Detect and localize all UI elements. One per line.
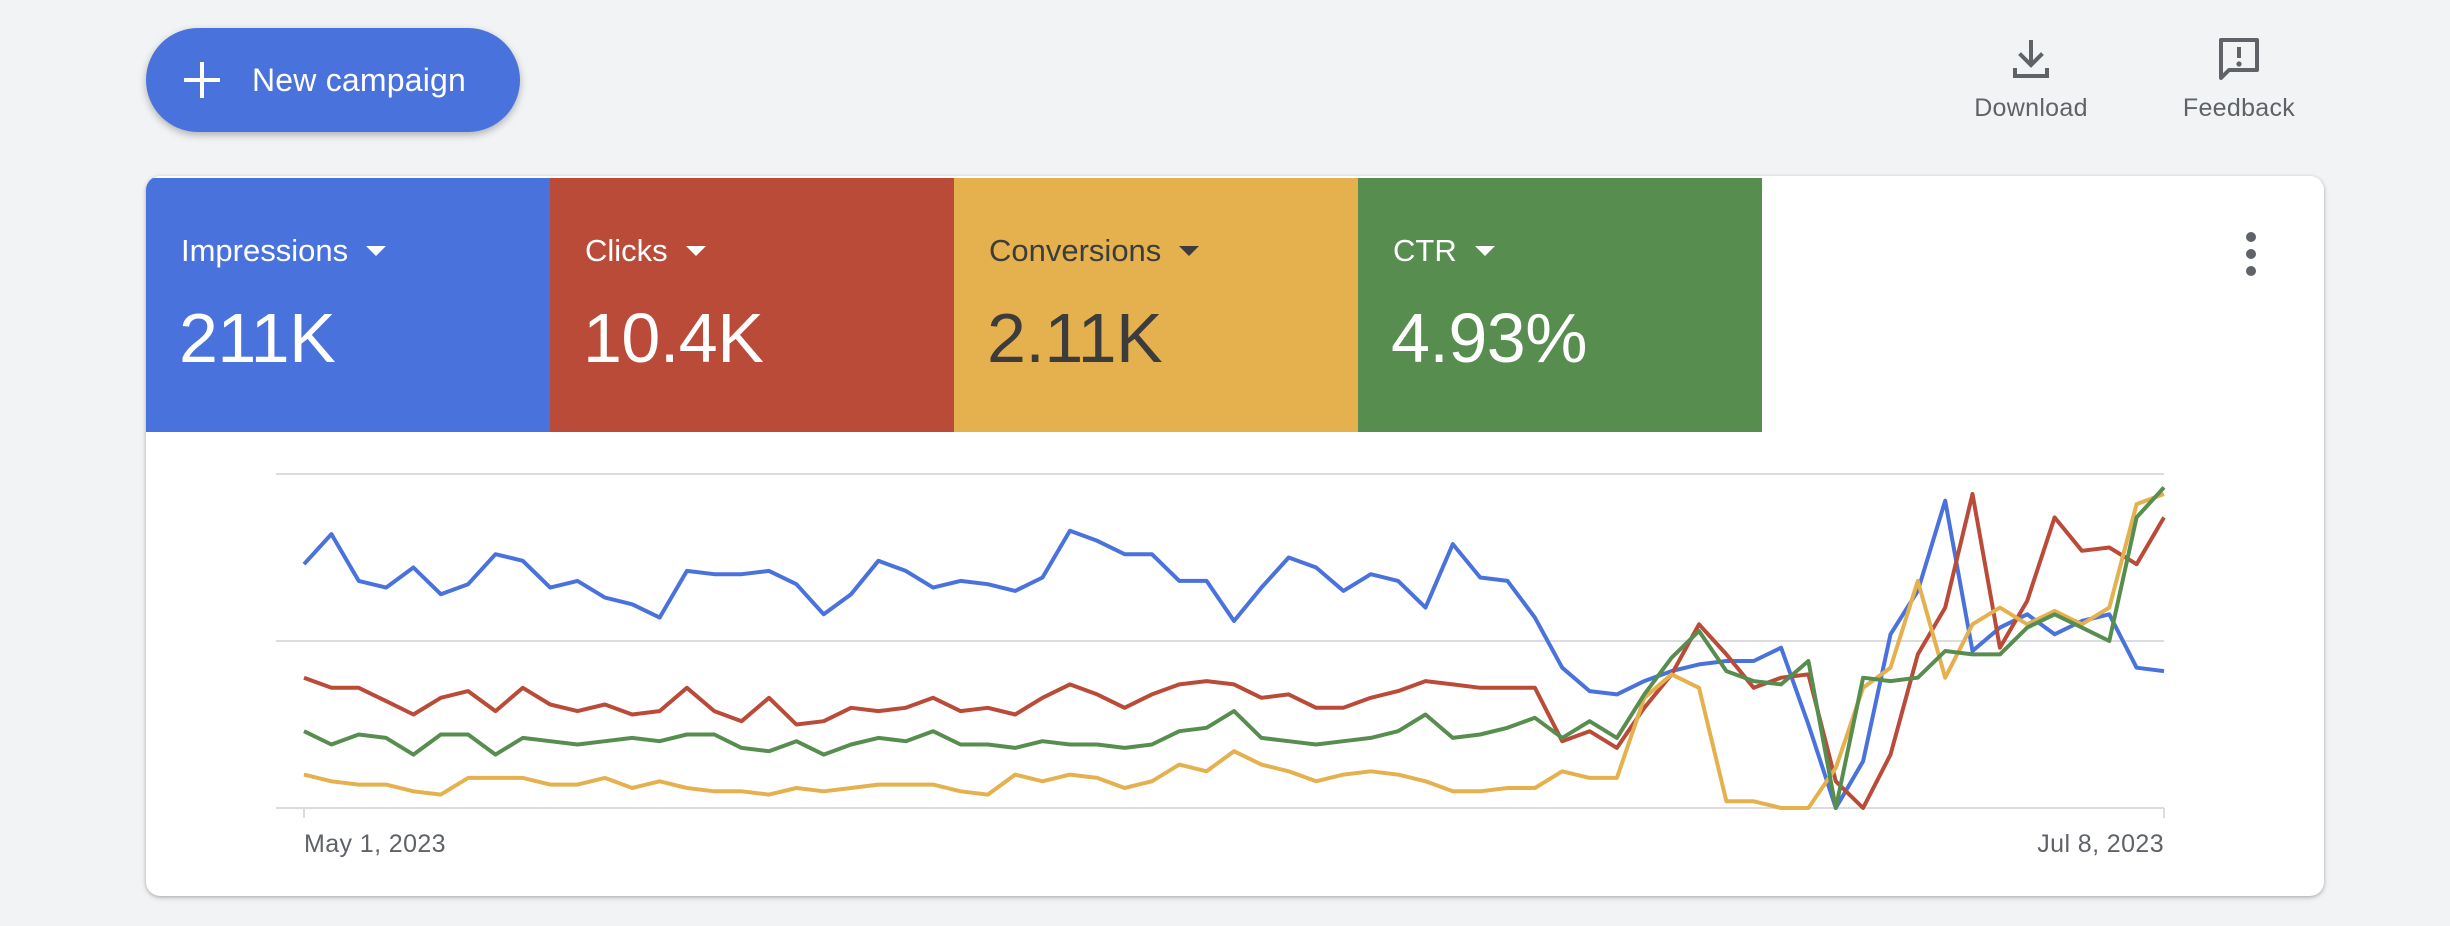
new-campaign-label: New campaign [252, 62, 467, 98]
metric-name: Conversions [989, 234, 1200, 268]
metric-tile-impressions[interactable]: Impressions 211K [146, 178, 550, 432]
performance-card: Impressions 211K Clicks 10.4K Conversion… [146, 176, 2324, 896]
metric-tiles: Impressions 211K Clicks 10.4K Conversion… [146, 178, 1762, 432]
metric-tile-conversions[interactable]: Conversions 2.11K [954, 178, 1358, 432]
metric-value: 10.4K [583, 299, 764, 377]
metric-name: CTR [1393, 234, 1495, 268]
plus-icon [184, 62, 220, 98]
performance-chart: May 1, 2023 Jul 8, 2023 [276, 473, 2166, 858]
series-line-impressions [302, 498, 2165, 810]
feedback-label: Feedback [2182, 94, 2296, 122]
download-button[interactable]: Download [1951, 34, 2111, 134]
series-line-clicks [303, 492, 2166, 810]
metric-name: Clicks [585, 234, 706, 268]
x-axis-end-label: Jul 8, 2023 [2037, 830, 2164, 858]
metric-value: 4.93% [1391, 299, 1587, 377]
feedback-icon [2219, 38, 2259, 80]
metric-name: Impressions [181, 234, 387, 268]
new-campaign-button[interactable]: New campaign [146, 28, 520, 132]
dropdown-arrow-icon [1474, 246, 1495, 256]
dropdown-arrow-icon [366, 246, 387, 256]
dropdown-arrow-icon [1179, 246, 1200, 256]
more-vert-icon[interactable] [2238, 232, 2264, 276]
feedback-button[interactable]: Feedback [2159, 34, 2319, 134]
metric-tile-clicks[interactable]: Clicks 10.4K [550, 178, 954, 432]
metric-tile-ctr[interactable]: CTR 4.93% [1358, 178, 1762, 432]
metric-value: 2.11K [987, 299, 1163, 377]
x-axis-start-label: May 1, 2023 [304, 830, 446, 858]
series-line-ctr [303, 486, 2166, 810]
metric-value: 211K [179, 299, 336, 377]
download-icon [2013, 40, 2049, 78]
download-label: Download [1974, 94, 2088, 122]
dropdown-arrow-icon [685, 246, 706, 256]
